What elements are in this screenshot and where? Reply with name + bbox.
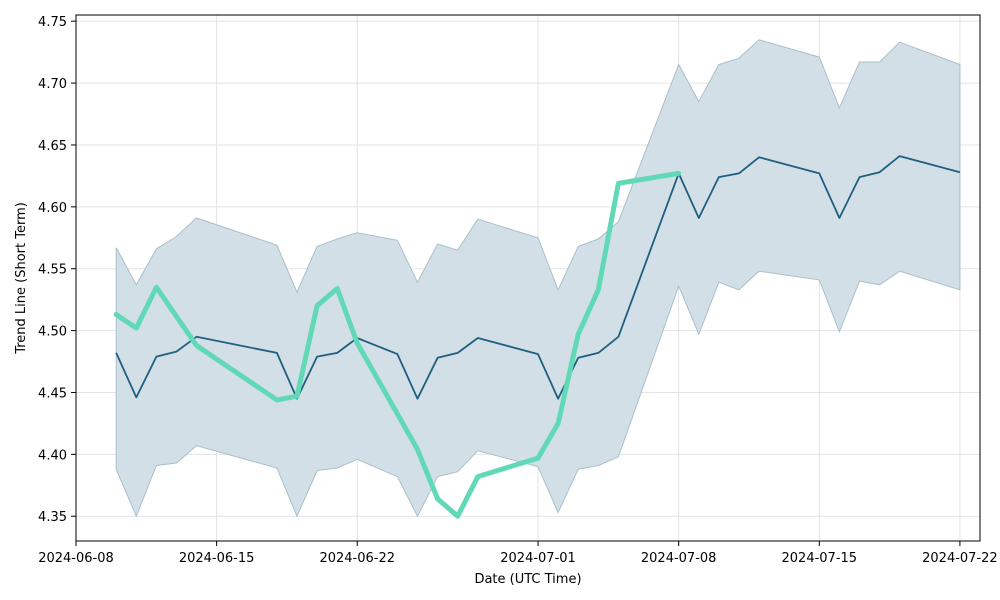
x-axis-ticks: 2024-06-08 2024-06-15 2024-06-22 2024-07-01… — [38, 541, 998, 566]
series-trend-line — [115, 155, 961, 400]
confidence-band — [115, 39, 961, 518]
y-tick-label: 4.50 — [38, 325, 67, 340]
x-tick-label: 2024-06-08 — [38, 551, 114, 566]
y-tick-label: 4.70 — [38, 77, 67, 92]
y-axis-label: Trend Line (Short Term) — [14, 202, 29, 355]
y-tick-label: 4.40 — [38, 448, 67, 463]
x-tick-label: 2024-07-22 — [922, 551, 998, 566]
x-tick-label: 2024-07-01 — [500, 551, 576, 566]
y-axis-ticks: 4.35 4.40 4.45 4.50 4.55 4.60 4.65 4.70 4.75 — [38, 15, 76, 525]
x-axis-label: Date (UTC Time) — [474, 572, 581, 587]
x-tick-label: 2024-07-08 — [641, 551, 717, 566]
y-tick-label: 4.60 — [38, 201, 67, 216]
band-area — [115, 39, 961, 518]
x-tick-label: 2024-07-15 — [782, 551, 858, 566]
plot-frame — [75, 14, 981, 542]
y-tick-label: 4.55 — [38, 263, 67, 278]
y-tick-label: 4.75 — [38, 15, 67, 30]
y-tick-label: 4.35 — [38, 510, 67, 525]
y-tick-label: 4.45 — [38, 386, 67, 401]
series-lines — [113, 155, 961, 519]
x-tick-label: 2024-06-22 — [319, 551, 395, 566]
y-tick-label: 4.65 — [38, 139, 67, 154]
x-tick-label: 2024-06-15 — [179, 551, 255, 566]
series-actual-line — [113, 170, 682, 519]
